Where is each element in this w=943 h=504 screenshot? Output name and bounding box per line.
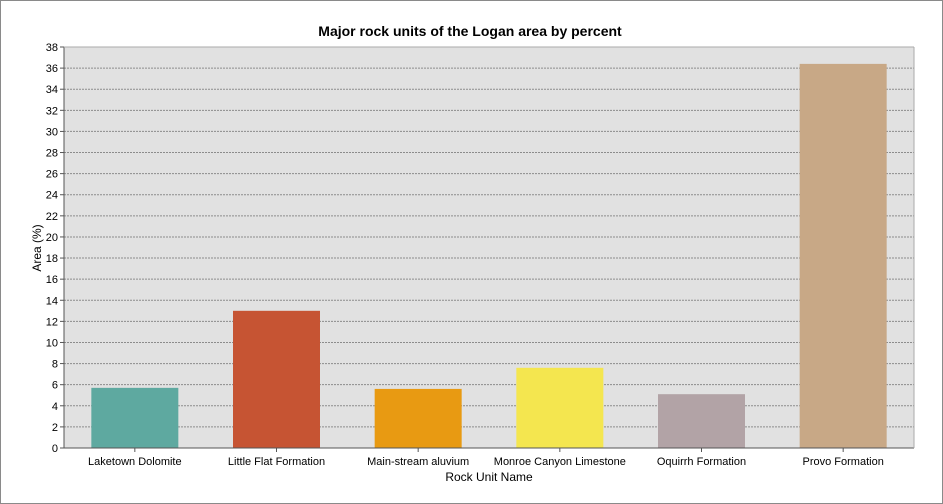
y-tick-label: 36 (46, 63, 58, 75)
y-tick-label: 0 (52, 443, 58, 455)
chart-title: Major rock units of the Logan area by pe… (318, 23, 622, 39)
bar (658, 394, 745, 448)
y-tick-label: 16 (46, 274, 58, 286)
y-tick-label: 20 (46, 232, 58, 244)
y-tick-label: 2 (52, 422, 58, 434)
y-tick-label: 22 (46, 211, 58, 223)
x-tick-label: Main-stream aluvium (367, 456, 469, 468)
y-axis-title: Area (%) (30, 224, 44, 271)
bar (516, 367, 604, 448)
y-tick-label: 14 (46, 295, 58, 307)
y-tick-label: 28 (46, 148, 58, 160)
y-tick-label: 6 (52, 380, 58, 392)
y-tick-label: 32 (46, 105, 58, 117)
plot-area: 02468101214161820222426283032343638Laket… (46, 42, 915, 468)
bar (799, 63, 887, 448)
y-tick-label: 30 (46, 126, 58, 138)
y-tick-label: 26 (46, 169, 58, 181)
x-tick-label: Little Flat Formation (228, 456, 325, 468)
plot-background (64, 47, 914, 448)
x-axis-title: Rock Unit Name (445, 470, 533, 484)
y-tick-label: 4 (52, 401, 58, 413)
y-tick-label: 10 (46, 337, 58, 349)
x-tick-label: Oquirrh Formation (657, 456, 746, 468)
y-tick-label: 24 (46, 190, 58, 202)
y-tick-label: 8 (52, 359, 58, 371)
bar (374, 388, 462, 448)
y-tick-label: 12 (46, 316, 58, 328)
y-tick-label: 34 (46, 84, 58, 96)
x-tick-label: Monroe Canyon Limestone (494, 456, 626, 468)
bar (91, 387, 179, 448)
y-tick-label: 18 (46, 253, 58, 265)
x-tick-label: Laketown Dolomite (88, 456, 182, 468)
x-tick-label: Provo Formation (803, 456, 884, 468)
y-tick-label: 38 (46, 42, 58, 54)
bar (233, 310, 320, 448)
